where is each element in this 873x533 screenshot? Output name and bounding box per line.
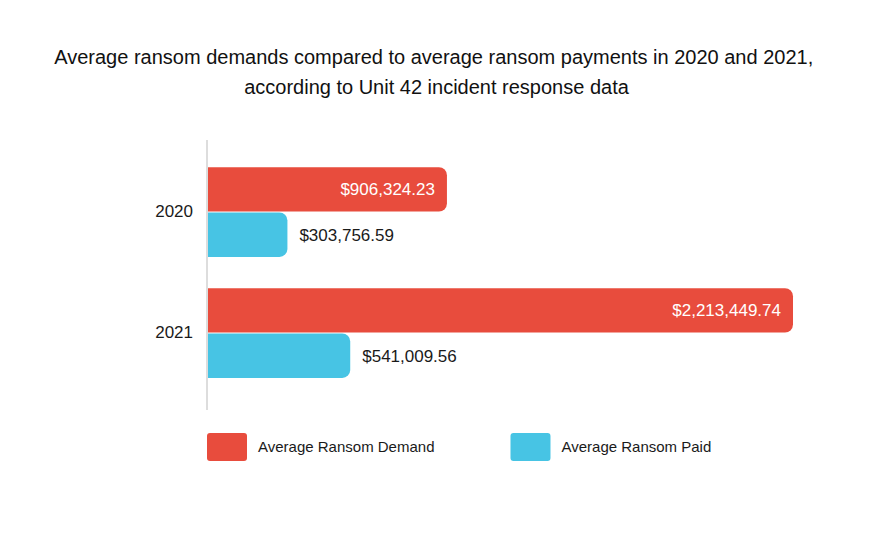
tick-label: 2021	[155, 323, 193, 342]
bar	[207, 213, 287, 257]
title: Average ransom demands compared to avera…	[54, 46, 819, 98]
data-labels: $906,324.23 $2,213,449.74 $303,756.59 $541,…	[299, 180, 781, 365]
legend-item: Average Ransom Demand	[207, 433, 434, 461]
data-label: $303,756.59	[299, 226, 394, 245]
tick-label: 2020	[155, 202, 193, 221]
data-label: $2,213,449.74	[672, 301, 781, 320]
legend-swatch	[510, 433, 550, 461]
bar	[207, 334, 350, 378]
tick: 2020	[155, 202, 193, 221]
axis-line	[206, 140, 208, 410]
legend: Average Ransom Demand Average Ransom Paid	[207, 433, 711, 461]
data-label: $906,324.23	[340, 180, 435, 199]
chart: Average ransom demands compared to avera…	[0, 0, 873, 533]
bars	[207, 167, 793, 378]
legend-item: Average Ransom Paid	[510, 433, 711, 461]
y-axis: 2020 2021	[155, 140, 207, 410]
tick: 2021	[155, 323, 193, 342]
legend-label: Average Ransom Demand	[258, 438, 434, 455]
bar	[207, 288, 793, 332]
legend-swatch	[207, 433, 247, 461]
bar	[207, 167, 447, 211]
data-label: $541,009.56	[362, 347, 457, 366]
legend-label: Average Ransom Paid	[561, 438, 711, 455]
